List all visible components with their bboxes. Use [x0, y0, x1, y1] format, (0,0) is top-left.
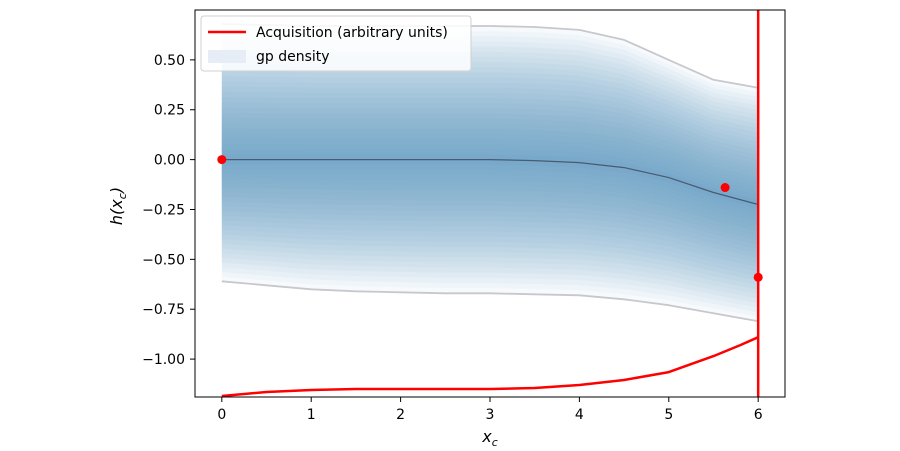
x-tick-label: 3 — [486, 407, 495, 423]
acquisition-line — [221, 336, 759, 397]
gp-density-band-level — [221, 39, 759, 308]
observation-points — [217, 155, 763, 282]
x-tick-label: 1 — [307, 407, 316, 423]
gp-density-band-level — [221, 133, 759, 227]
gp-density-band-level — [221, 149, 759, 214]
x-axis-ticks: 0 1 2 3 4 5 6 — [217, 397, 763, 423]
y-tick-label: −0.25 — [142, 202, 185, 218]
x-tick-label: 6 — [754, 407, 763, 423]
y-axis-label: h(xc) — [107, 187, 129, 225]
observation-point — [217, 155, 227, 165]
x-tick-label: 0 — [217, 407, 226, 423]
y-tick-label: −0.50 — [142, 252, 185, 268]
gp-lower-bound-line — [221, 280, 759, 323]
gp-density-band-level — [221, 65, 759, 286]
x-tick-label: 2 — [396, 407, 405, 423]
gp-density-band-level — [221, 128, 759, 232]
gp-density-band-level — [221, 86, 759, 268]
gp-density-band-level — [221, 60, 759, 290]
legend-label-gp-density: gp density — [256, 49, 330, 65]
gp-density-band-level — [221, 97, 759, 259]
gp-density-band-level — [221, 81, 759, 272]
gp-density-band-level — [221, 24, 759, 322]
x-tick-label: 4 — [575, 407, 584, 423]
observation-point — [720, 183, 730, 193]
observation-point — [753, 272, 763, 282]
legend-label-acquisition: Acquisition (arbitrary units) — [256, 25, 448, 41]
y-tick-label: 0.00 — [154, 153, 185, 169]
y-tick-label: 0.50 — [154, 53, 185, 69]
legend: Acquisition (arbitrary units) gp density — [200, 15, 472, 72]
y-axis-ticks: 0.50 0.25 0.00 −0.25 −0.50 −0.75 −1.00 — [142, 53, 195, 368]
gp-density-band-level — [221, 50, 759, 299]
y-tick-label: 0.25 — [154, 103, 185, 119]
gp-density-band-level — [221, 144, 759, 218]
y-tick-label: −1.00 — [142, 352, 185, 368]
gp-density-band-level — [221, 44, 759, 304]
gp-mean-line — [221, 159, 759, 206]
x-tick-label: 5 — [664, 407, 673, 423]
gp-density-band-level — [221, 123, 759, 236]
gp-density-band-level — [221, 112, 759, 245]
gp-density-band-level — [221, 102, 759, 254]
gp-density-band-level — [221, 34, 759, 313]
x-axis-label: xc — [481, 427, 498, 449]
gp-density-band-level — [221, 70, 759, 281]
legend-box — [200, 15, 472, 72]
legend-swatch-gp-density — [208, 50, 246, 63]
gp-density-band-level — [221, 91, 759, 263]
gp-density-band-level — [221, 55, 759, 295]
gp-density-band-level — [221, 117, 759, 241]
gp-density-band-level — [221, 29, 759, 317]
gp-density-band — [221, 24, 759, 322]
gp-density-band-level — [221, 107, 759, 250]
gp-density-band-level — [221, 76, 759, 277]
y-tick-label: −0.75 — [142, 302, 185, 318]
